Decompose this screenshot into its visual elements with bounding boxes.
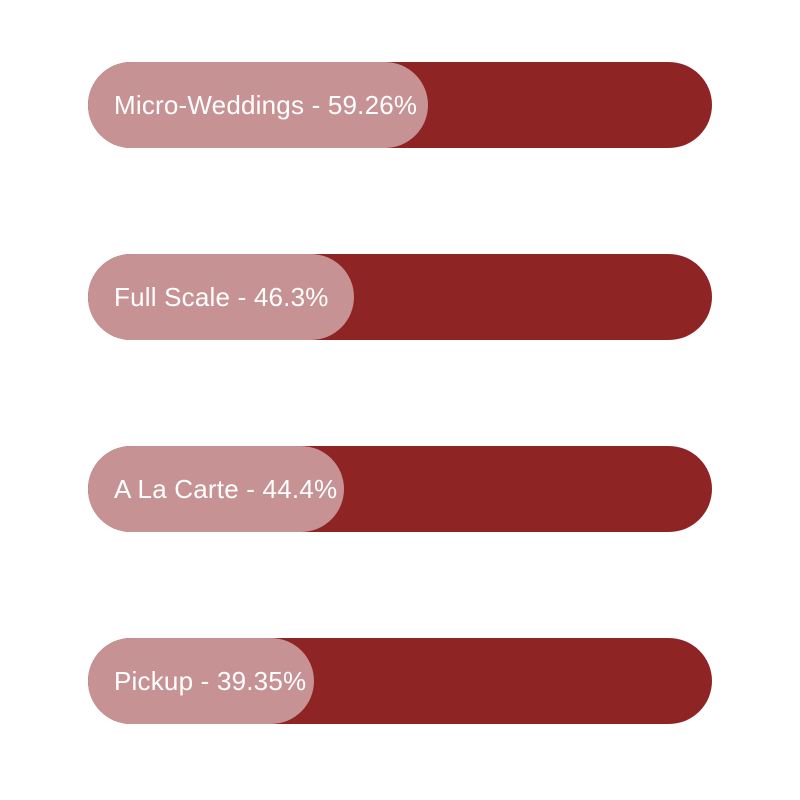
bar-fill: A La Carte - 44.4% (88, 446, 344, 532)
percentage-bar-chart: Micro-Weddings - 59.26% Full Scale - 46.… (0, 0, 800, 800)
bar-full-scale: Full Scale - 46.3% (88, 254, 712, 340)
bar-pickup: Pickup - 39.35% (88, 638, 712, 724)
bar-micro-weddings: Micro-Weddings - 59.26% (88, 62, 712, 148)
bar-label: Pickup - 39.35% (88, 666, 306, 697)
bar-label: A La Carte - 44.4% (88, 474, 337, 505)
bar-label: Micro-Weddings - 59.26% (88, 90, 417, 121)
bar-fill: Full Scale - 46.3% (88, 254, 354, 340)
bar-label: Full Scale - 46.3% (88, 282, 329, 313)
bar-a-la-carte: A La Carte - 44.4% (88, 446, 712, 532)
bar-fill: Pickup - 39.35% (88, 638, 314, 724)
bar-fill: Micro-Weddings - 59.26% (88, 62, 428, 148)
